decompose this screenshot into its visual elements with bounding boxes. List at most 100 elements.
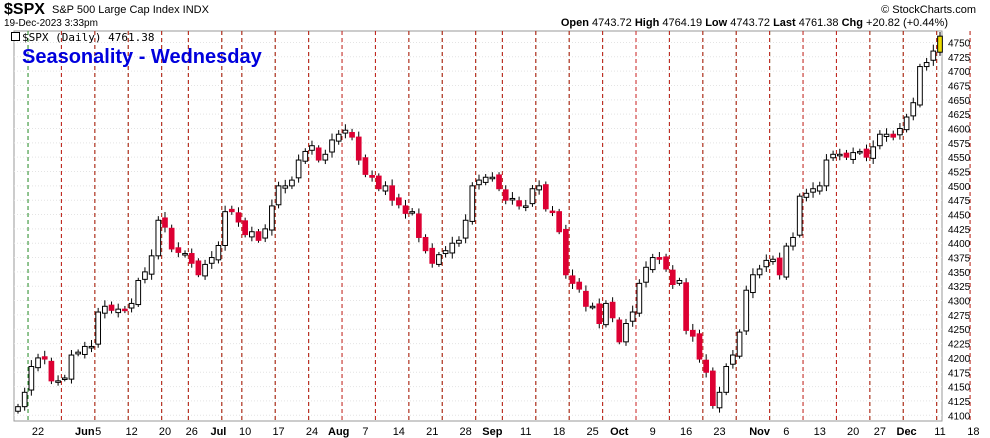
candle-body	[41, 356, 48, 360]
candle-body	[663, 256, 669, 270]
candle-body	[315, 147, 322, 161]
x-tick-label: Jul	[210, 426, 226, 438]
candle-body	[362, 157, 369, 175]
y-tick-label: 4450	[948, 211, 971, 222]
y-tick-label: 4700	[948, 67, 971, 78]
candle-body	[61, 377, 68, 380]
candle-body	[255, 231, 262, 241]
candle-body	[656, 257, 663, 260]
candle-body	[856, 150, 863, 154]
candle-body	[776, 257, 783, 276]
candle-body	[469, 185, 476, 222]
candle-body	[329, 139, 335, 153]
candle-body	[188, 253, 195, 264]
last-label: Last	[773, 17, 796, 29]
candle-body	[436, 254, 442, 265]
candle-body	[576, 281, 583, 290]
y-tick-label: 4100	[948, 411, 971, 422]
candle-body	[476, 179, 482, 186]
candle-body	[375, 175, 382, 190]
candle-body	[68, 354, 75, 380]
candle-body	[803, 192, 810, 198]
x-tick-label: 25	[586, 426, 598, 438]
candle-body	[295, 159, 302, 179]
candle-body	[442, 250, 449, 255]
candle-body	[689, 329, 696, 337]
candle-body	[736, 331, 743, 357]
chg-label: Chg	[841, 17, 863, 29]
candle-body	[563, 228, 569, 276]
candle-body	[355, 136, 362, 161]
candle-body	[275, 185, 282, 206]
candle-body	[529, 188, 536, 205]
x-tick-label: 7	[362, 426, 368, 438]
x-tick-label: Jun	[75, 426, 95, 438]
y-tick-label: 4150	[948, 383, 971, 394]
x-tick-label: 13	[814, 426, 826, 438]
candle-body	[382, 185, 389, 192]
y-tick-label: 4475	[948, 196, 971, 207]
candle-body	[616, 319, 623, 343]
candle-body	[416, 213, 422, 238]
x-tick-label: Dec	[897, 426, 917, 438]
y-tick-label: 4525	[948, 168, 971, 179]
x-tick-label: 10	[239, 426, 251, 438]
candle-body	[836, 153, 843, 157]
x-tick-label: 20	[159, 426, 171, 438]
candle-body	[930, 50, 937, 61]
candle-body	[770, 258, 776, 263]
candle-body	[122, 308, 128, 312]
candle-body	[429, 247, 436, 264]
y-tick-label: 4425	[948, 225, 971, 236]
candle-body	[903, 116, 910, 131]
candle-body	[897, 128, 903, 136]
candle-body	[937, 35, 943, 53]
x-tick-label: 23	[713, 426, 725, 438]
candle-body	[55, 380, 61, 383]
candle-body	[569, 275, 576, 284]
candle-body	[228, 208, 235, 213]
candle-body	[723, 366, 730, 393]
candle-body	[750, 274, 756, 294]
x-tick-label: 18	[967, 426, 979, 438]
candle-body	[155, 219, 162, 257]
candle-body	[162, 217, 168, 228]
candle-body	[148, 255, 155, 275]
chart-date: 19-Dec-2023 3:33pm	[4, 18, 98, 29]
y-tick-label: 4175	[948, 368, 971, 379]
chart-header: $SPX S&P 500 Large Cap Index INDX 19-Dec…	[0, 0, 990, 30]
open-value: 4743.72	[592, 17, 632, 29]
candle-body	[743, 289, 750, 332]
candle-body	[923, 62, 930, 68]
candle-body	[456, 239, 462, 244]
candle-body	[208, 257, 215, 264]
y-tick-label: 4625	[948, 110, 971, 121]
low-value: 4743.72	[730, 17, 771, 29]
x-tick-label: 5	[95, 426, 101, 438]
last-value: 4761.38	[798, 17, 839, 29]
y-tick-label: 4575	[948, 139, 971, 150]
candle-body	[108, 304, 115, 311]
candle-body	[730, 354, 736, 365]
high-value: 4764.19	[662, 17, 703, 29]
series-legend: $SPX (Daily) 4761.38	[22, 31, 155, 44]
candle-body	[269, 205, 275, 231]
candle-body	[890, 133, 897, 138]
candle-body	[48, 360, 55, 382]
candle-body	[910, 102, 917, 117]
candle-body	[202, 263, 208, 277]
candle-body	[496, 174, 502, 190]
y-tick-label: 4725	[948, 53, 971, 64]
x-tick-label: 21	[426, 426, 438, 438]
candle-body	[850, 152, 856, 160]
candle-body	[683, 282, 689, 331]
candle-body	[182, 253, 188, 256]
candle-body	[763, 259, 770, 268]
instrument-name: S&P 500 Large Cap Index INDX	[52, 4, 209, 16]
candle-body	[235, 212, 242, 223]
plot-frame	[13, 30, 943, 422]
ticker-symbol: $SPX	[4, 1, 45, 18]
brand-watermark[interactable]: © StockCharts.com	[881, 4, 976, 16]
ohlc-readout: Open 4743.72 High 4764.19 Low 4743.72 La…	[561, 17, 948, 29]
